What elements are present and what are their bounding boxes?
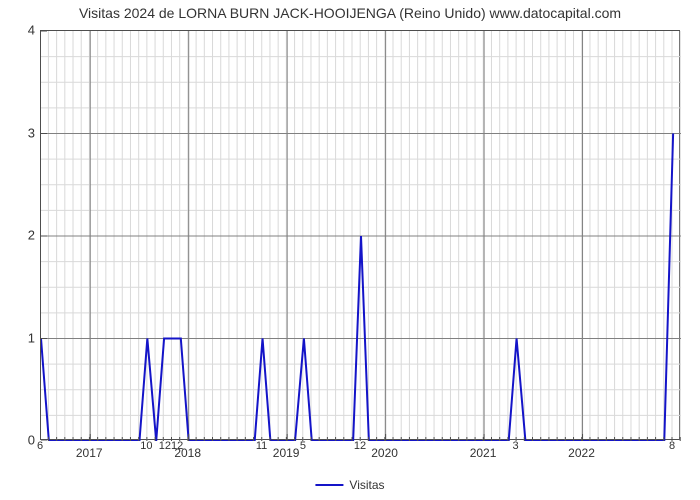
x-point-label: 5 — [300, 440, 306, 452]
chart-title: Visitas 2024 de LORNA BURN JACK-HOOIJENG… — [0, 5, 700, 21]
x-tick-year: 2020 — [371, 446, 398, 460]
y-tick-label: 2 — [5, 228, 35, 243]
plot-area — [40, 30, 680, 440]
x-point-label: 11 — [256, 440, 267, 452]
legend: Visitas — [315, 478, 384, 492]
x-point-label: 8 — [669, 440, 675, 452]
x-tick-year: 2022 — [568, 446, 595, 460]
legend-label: Visitas — [349, 478, 384, 492]
x-point-label: 1212 — [159, 440, 183, 452]
x-tick-year: 2017 — [76, 446, 103, 460]
y-tick-label: 3 — [5, 125, 35, 140]
y-tick-label: 4 — [5, 23, 35, 38]
x-tick-year: 2021 — [470, 446, 497, 460]
x-point-label: 12 — [354, 440, 366, 452]
x-tick-year: 2019 — [273, 446, 300, 460]
y-tick-label: 0 — [5, 433, 35, 448]
x-point-label: 10 — [140, 440, 152, 452]
chart-svg — [41, 31, 681, 441]
x-point-label: 3 — [513, 440, 519, 452]
chart-container: Visitas 2024 de LORNA BURN JACK-HOOIJENG… — [0, 0, 700, 500]
x-point-label: 6 — [37, 440, 43, 452]
legend-swatch — [315, 484, 343, 486]
y-tick-label: 1 — [5, 330, 35, 345]
